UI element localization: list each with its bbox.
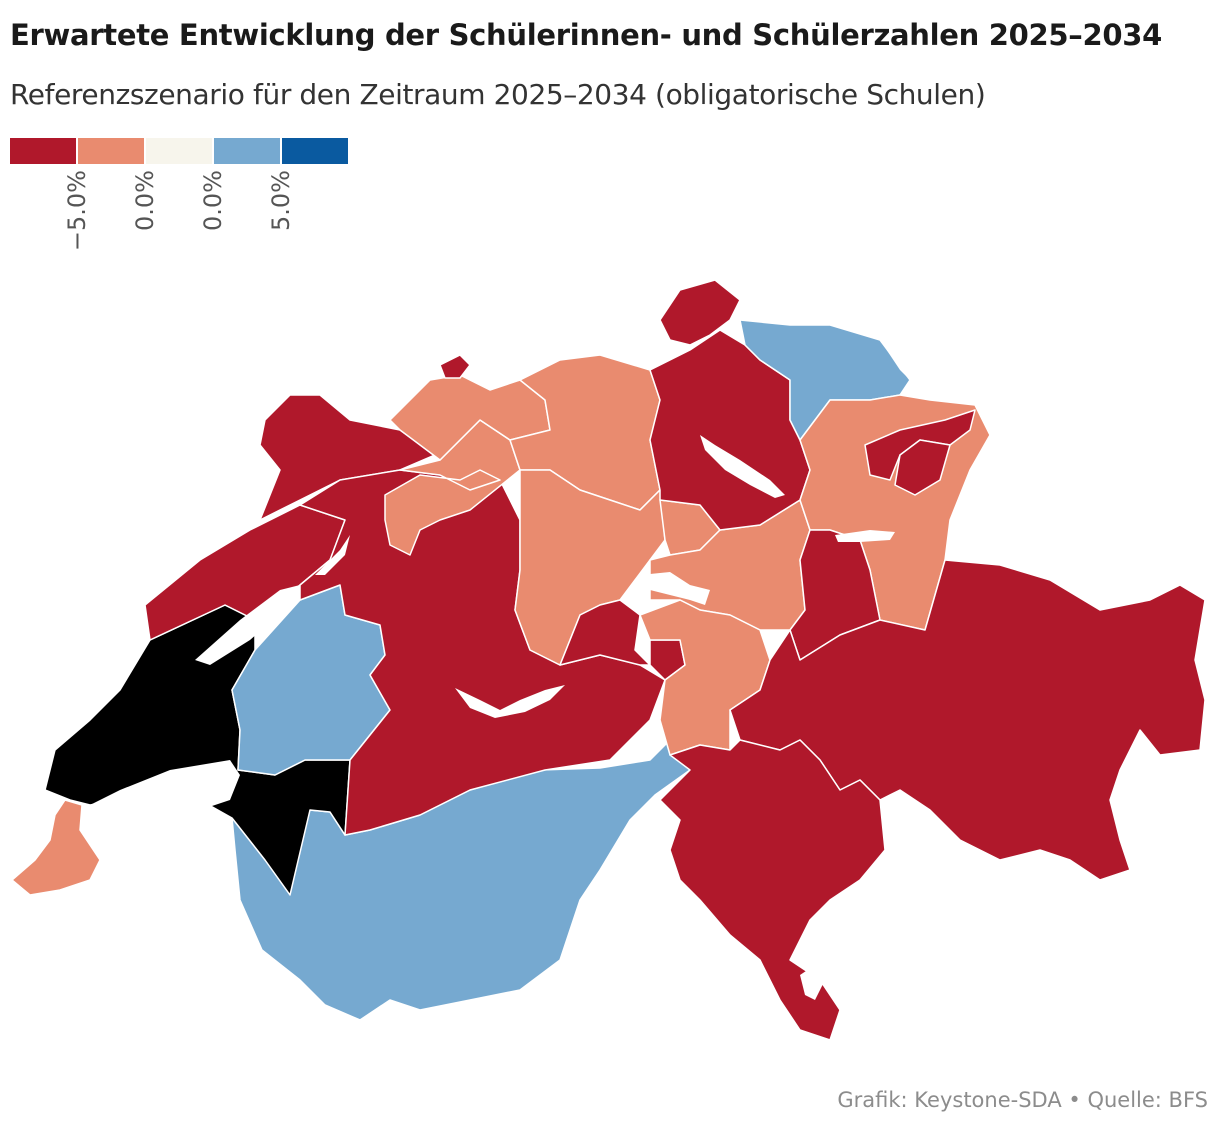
chart-subtitle: Referenzszenario für den Zeitraum 2025–2… bbox=[10, 78, 986, 111]
canton-luzern bbox=[514, 469, 666, 666]
lake-lucerne bbox=[640, 572, 710, 605]
lake-biel bbox=[315, 535, 350, 575]
lake-neuchatel bbox=[195, 585, 300, 665]
lake-constance bbox=[880, 340, 935, 385]
lake-maggiore bbox=[800, 965, 825, 1000]
legend-swatch-neutral bbox=[146, 138, 212, 164]
canton-ticino bbox=[659, 739, 886, 1041]
switzerland-map bbox=[11, 279, 1206, 1041]
legend-tick: 0.0% bbox=[199, 170, 227, 231]
legend-swatch-growth bbox=[214, 138, 280, 164]
legend-swatch-strong-growth bbox=[282, 138, 348, 164]
source-credit: Grafik: Keystone-SDA • Quelle: BFS bbox=[837, 1088, 1208, 1112]
legend-swatch-strong-decline bbox=[10, 138, 76, 164]
canton-schaffhausen bbox=[659, 279, 741, 346]
legend-swatch-decline bbox=[78, 138, 144, 164]
color-legend: −5.0% 0.0% 0.0% 5.0% bbox=[10, 138, 350, 268]
lake-zurich bbox=[700, 435, 785, 498]
canton-appenzell-ai bbox=[894, 439, 951, 496]
legend-tick: 5.0% bbox=[267, 170, 295, 231]
lake-geneva bbox=[80, 760, 240, 860]
canton-basel-stadt bbox=[439, 354, 471, 379]
legend-tick: −5.0% bbox=[63, 170, 91, 252]
legend-tick: 0.0% bbox=[131, 170, 159, 231]
chart-title: Erwartete Entwicklung der Schülerinnen- … bbox=[10, 18, 1163, 52]
lake-thun-brienz bbox=[455, 685, 565, 718]
lake-walen bbox=[835, 530, 895, 542]
canton-geneva bbox=[11, 799, 101, 896]
